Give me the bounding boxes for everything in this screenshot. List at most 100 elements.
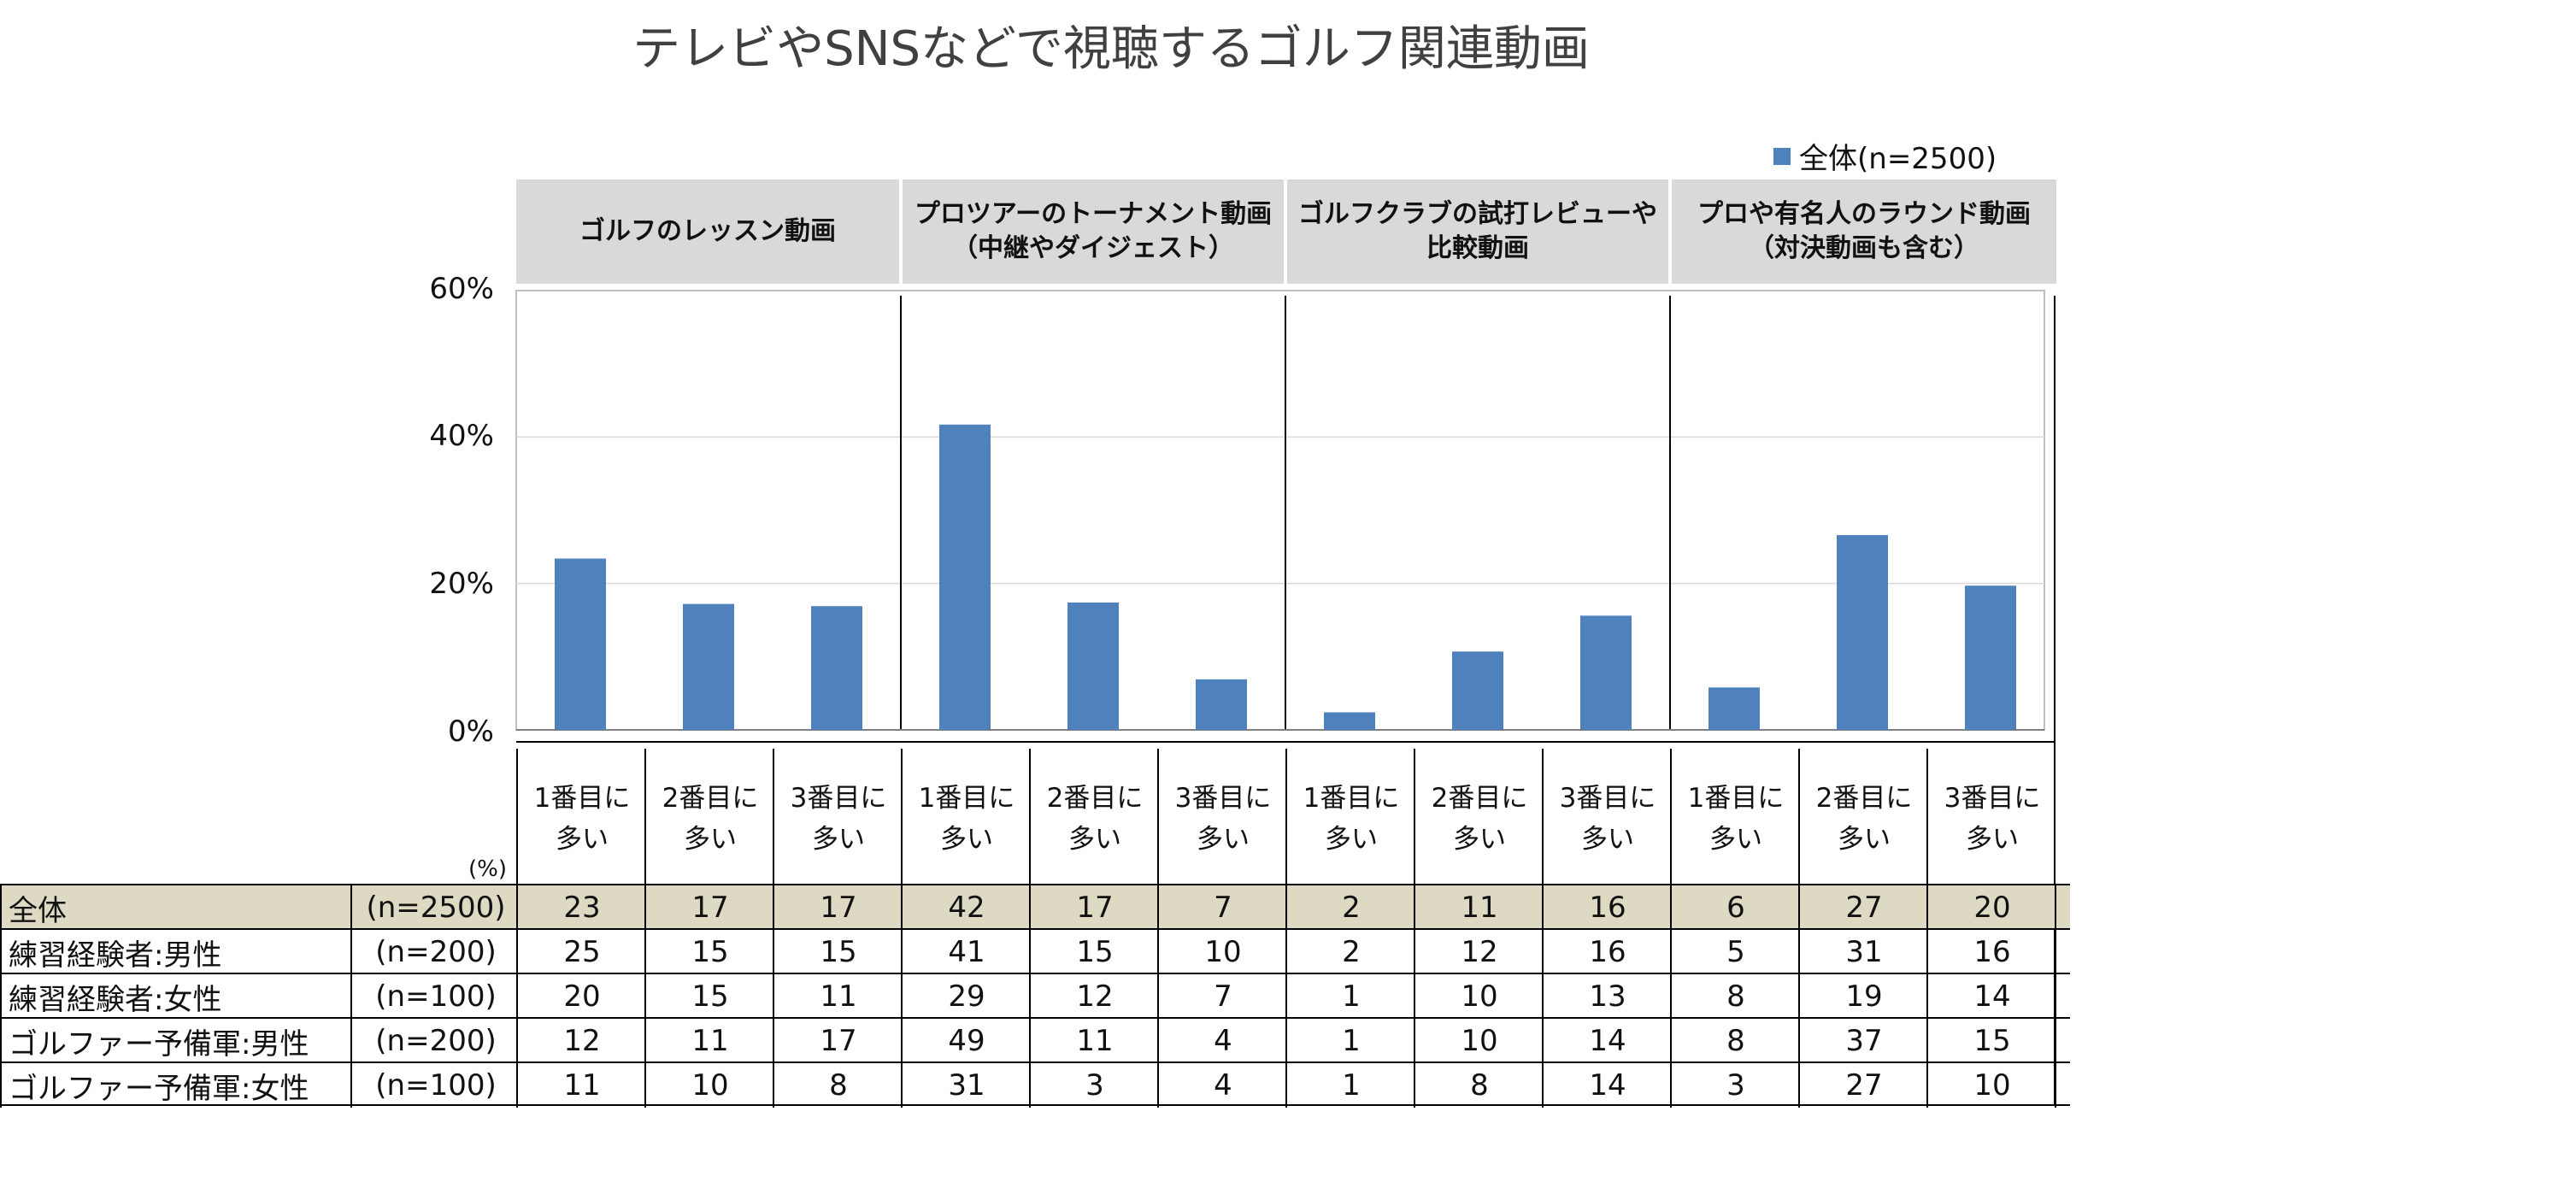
table-right-border: [2055, 1019, 2056, 1063]
x-tick-label: 1番目に 多い: [516, 749, 646, 889]
table-cell: 29: [901, 974, 1031, 1019]
table-row: ゴルファー予備軍:男性 (n=200) 12 11 17 49 11 4 1 10 14 8 37 15: [0, 1017, 2070, 1063]
table-cell: 41: [901, 930, 1031, 974]
row-label: 練習経験者:男性: [0, 930, 350, 974]
table-cell: 1: [1285, 1019, 1415, 1063]
legend-swatch: [1773, 147, 1791, 165]
category-header-club-review: ゴルフクラブの試打レビューや 比較動画: [1287, 179, 1668, 284]
table-cell: 3: [1670, 1063, 1800, 1108]
table-cell: 25: [516, 930, 646, 974]
table-cell: 19: [1798, 974, 1928, 1019]
table-cell: 14: [1542, 1019, 1672, 1063]
table-cell: 17: [773, 885, 903, 930]
bar: [1837, 535, 1888, 730]
x-tick-label: 2番目に 多い: [1798, 749, 1928, 889]
bar: [1709, 687, 1760, 730]
row-sample-size: (n=100): [350, 974, 520, 1019]
table-cell: 8: [1670, 1019, 1800, 1063]
row-label: 全体: [0, 885, 350, 930]
x-tick-label: 3番目に 多い: [1542, 749, 1672, 889]
table-cell: 11: [1414, 885, 1544, 930]
bar: [1580, 615, 1632, 730]
row-label: ゴルファー予備軍:女性: [0, 1063, 350, 1108]
table-cell: 17: [1029, 885, 1159, 930]
x-tick-label: 1番目に 多い: [1670, 749, 1800, 889]
table-cell: 27: [1798, 1063, 1928, 1108]
table-cell: 16: [1542, 885, 1672, 930]
y-tick-label: 0%: [448, 714, 494, 749]
row-sample-size: (n=200): [350, 930, 520, 974]
bar: [1452, 651, 1503, 730]
table-cell: 16: [1926, 930, 2056, 974]
row-label: 練習経験者:女性: [0, 974, 350, 1019]
table-row: 練習経験者:女性 (n=100) 20 15 11 29 12 7 1 10 13 8 19 14: [0, 973, 2070, 1019]
table-right-border: [2055, 930, 2056, 974]
table-cell: 17: [773, 1019, 903, 1063]
table-cell: 12: [1029, 974, 1159, 1019]
table-cell: 8: [1670, 974, 1800, 1019]
row-sample-size: (n=2500): [350, 885, 520, 930]
table-cell: 12: [1414, 930, 1544, 974]
table-cell: 16: [1542, 930, 1672, 974]
table-cell: 42: [901, 885, 1031, 930]
table-cell: 14: [1542, 1063, 1672, 1108]
table-cell: 2: [1285, 885, 1415, 930]
bar: [555, 558, 606, 730]
plot-border: [515, 290, 2045, 731]
row-label: ゴルファー予備軍:男性: [0, 1019, 350, 1063]
table-cell: 8: [1414, 1063, 1544, 1108]
legend: 全体(n=2500): [1773, 135, 1997, 177]
table-cell: 31: [1798, 930, 1928, 974]
table-cell: 11: [773, 974, 903, 1019]
table-right-border: [2055, 885, 2056, 930]
category-header-tournament: プロツアーのトーナメント動画 （中継やダイジェスト）: [903, 179, 1284, 284]
y-tick-label: 40%: [429, 419, 494, 453]
table-cell: 6: [1670, 885, 1800, 930]
x-tick-label: 1番目に 多い: [1285, 749, 1415, 889]
table-cell: 10: [1414, 1019, 1544, 1063]
table-cell: 2: [1285, 930, 1415, 974]
x-tick-label: 3番目に 多い: [1157, 749, 1287, 889]
chart-title: テレビやSNSなどで視聴するゴルフ関連動画: [632, 21, 1590, 77]
table-row: 練習経験者:男性 (n=200) 25 15 15 41 15 10 2 12 16 5 31 16: [0, 928, 2070, 974]
bar: [1196, 679, 1247, 730]
table-right-border: [2055, 974, 2056, 1019]
table-cell: 4: [1157, 1019, 1287, 1063]
bar: [811, 606, 862, 730]
bar: [1324, 712, 1375, 730]
table-cell: 5: [1670, 930, 1800, 974]
bar: [1067, 602, 1119, 730]
table-cell: 3: [1029, 1063, 1159, 1108]
table-cell: 11: [644, 1019, 774, 1063]
table-cell: 11: [1029, 1019, 1159, 1063]
table-row: 全体 (n=2500) 23 17 17 42 17 7 2 11 16 6 27 20: [0, 884, 2070, 930]
row-sample-size: (n=200): [350, 1019, 520, 1063]
unit-label: (%): [468, 856, 507, 882]
table-cell: 7: [1157, 974, 1287, 1019]
table-cell: 10: [1157, 930, 1287, 974]
table-cell: 37: [1798, 1019, 1928, 1063]
table-cell: 20: [516, 974, 646, 1019]
table-cell: 14: [1926, 974, 2056, 1019]
table-cell: 27: [1798, 885, 1928, 930]
table-cell: 8: [773, 1063, 903, 1108]
category-header-lesson: ゴルフのレッスン動画: [516, 179, 899, 284]
bar: [939, 424, 991, 730]
table-cell: 23: [516, 885, 646, 930]
table-cell: 10: [644, 1063, 774, 1108]
table-cell: 13: [1542, 974, 1672, 1019]
table-cell: 15: [644, 974, 774, 1019]
y-tick-label: 20%: [429, 567, 494, 601]
table-cell: 17: [644, 885, 774, 930]
table-cell: 15: [644, 930, 774, 974]
table-cell: 4: [1157, 1063, 1287, 1108]
table-cell: 20: [1926, 885, 2056, 930]
row-sample-size: (n=100): [350, 1063, 520, 1108]
table-cell: 31: [901, 1063, 1031, 1108]
table-row: ゴルファー予備軍:女性 (n=100) 11 10 8 31 3 4 1 8 14 3 27 10: [0, 1061, 2070, 1108]
table-cell: 1: [1285, 1063, 1415, 1108]
x-tick-label: 2番目に 多い: [1414, 749, 1544, 889]
x-tick-label: 3番目に 多い: [773, 749, 903, 889]
legend-label: 全体(n=2500): [1799, 142, 1997, 176]
